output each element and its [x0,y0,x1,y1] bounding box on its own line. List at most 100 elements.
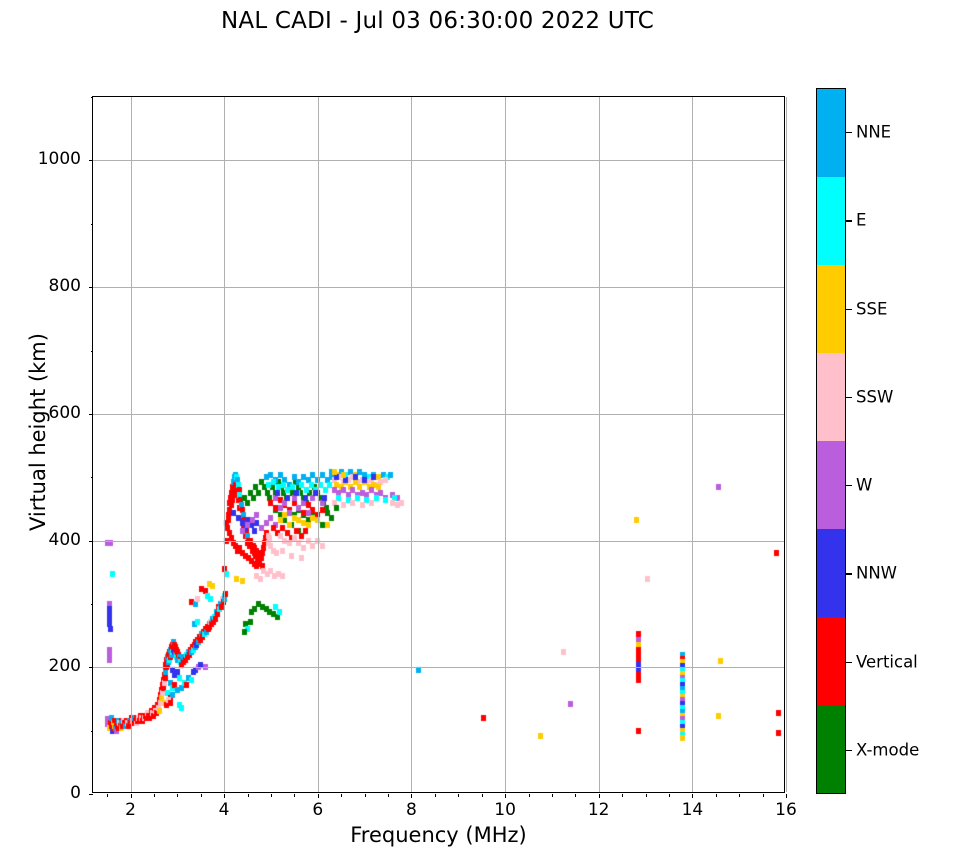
gridline-horizontal [93,413,784,415]
x-tick-minor [270,794,272,797]
x-tick-minor [388,794,389,797]
colorbar [816,88,846,794]
colorbar-label-sse: SSE [856,299,888,319]
x-tick-minor [364,794,366,797]
x-tick-minor [715,794,717,797]
x-tick-minor [481,794,483,797]
colorbar-tick [846,661,852,663]
ionogram-scatter-canvas [93,97,784,792]
y-tick-minor [90,223,93,225]
x-tick [692,794,694,798]
plot-canvas-wrap [93,97,784,792]
gridline-vertical [598,97,600,792]
x-tick [411,794,413,798]
y-tick-label: 400 [48,529,81,550]
x-tick-label: 4 [218,800,230,820]
colorbar-label-nne: NNE [856,122,892,142]
gridline-vertical [224,97,226,792]
x-tick-label: 2 [125,800,136,820]
y-tick-minor [90,477,93,479]
x-tick-label: 14 [681,800,704,820]
y-tick-minor [90,730,93,732]
y-tick [89,667,93,669]
gridline-horizontal [93,160,784,162]
colorbar-segment-nnw [817,529,845,617]
gridline-vertical [317,97,319,792]
x-tick-minor [200,794,202,797]
x-tick-minor [668,794,670,797]
x-tick-label: 16 [775,800,797,820]
x-tick-minor [177,794,179,797]
x-tick [505,794,507,798]
colorbar-label-w: W [856,475,873,495]
gridline-horizontal [93,540,784,542]
y-tick [89,794,93,795]
x-tick [598,794,600,798]
colorbar-tick [846,573,852,575]
x-tick [130,794,132,798]
x-tick-minor [551,794,553,797]
colorbar-segment-e [817,177,845,265]
colorbar-segment-ssw [817,353,845,441]
colorbar-segment-x-mode [817,705,845,793]
colorbar-tick [846,396,852,399]
x-tick-minor [247,794,249,797]
x-tick-minor [153,794,155,797]
colorbar-tick [846,220,852,222]
colorbar-tick [846,132,852,134]
x-tick-label: 6 [312,800,324,820]
x-tick-minor [739,794,741,797]
colorbar-label-ssw: SSW [856,387,894,407]
x-tick-minor [528,794,530,797]
colorbar-label-x-mode: X-mode [856,740,920,760]
y-tick-minor [90,603,93,605]
gridline-vertical [411,97,413,792]
colorbar-segment-nne [817,89,845,177]
colorbar-tick [846,308,852,310]
x-axis-title: Frequency (MHz) [350,823,527,847]
gridline-vertical [130,97,132,792]
y-tick-label: 200 [48,656,81,677]
x-tick-minor [341,794,343,797]
colorbar-segment-sse [817,265,845,353]
x-tick-minor [458,794,460,797]
y-tick-label: 800 [48,276,81,297]
colorbar-segment-w [817,441,845,529]
x-tick-minor [294,794,296,797]
x-tick-label: 8 [405,800,417,820]
y-tick [89,287,93,289]
y-tick-minor [90,97,93,98]
colorbar-tick [846,749,852,752]
y-tick [89,160,93,162]
y-tick-minor [90,350,93,352]
y-tick-label: 1000 [37,149,81,170]
colorbar-label-e: E [856,210,867,230]
x-tick-minor [762,794,764,797]
colorbar-label-nnw: NNW [856,563,898,583]
gridline-horizontal [93,667,784,669]
plot-area: 2 4 6 8 10 12 14 16 0 200 400 600 800 1000 [38,96,797,820]
gridline-horizontal [93,287,784,289]
x-tick-label: 10 [494,800,516,820]
x-tick-label: 12 [587,800,610,820]
colorbar-tick [846,485,852,487]
y-axis-title: Virtual height (km) [26,333,50,531]
gridline-vertical [505,97,507,792]
x-tick-minor [575,794,577,797]
x-tick-minor [645,794,647,797]
y-tick [89,540,93,542]
gridline-vertical [692,97,694,792]
page-title: NAL CADI - Jul 03 06:30:00 2022 UTC [221,8,654,34]
x-tick-minor [622,794,624,797]
x-tick [224,794,226,798]
y-tick-label: 600 [48,402,81,423]
colorbar-label-vertical: Vertical [856,652,918,672]
x-tick [317,794,319,798]
x-tick-minor [434,794,436,797]
y-tick [89,413,93,415]
y-tick-label: 0 [70,783,81,803]
gridline-vertical [786,97,787,792]
x-tick-minor [107,794,108,797]
colorbar-segment-vertical [817,617,845,705]
